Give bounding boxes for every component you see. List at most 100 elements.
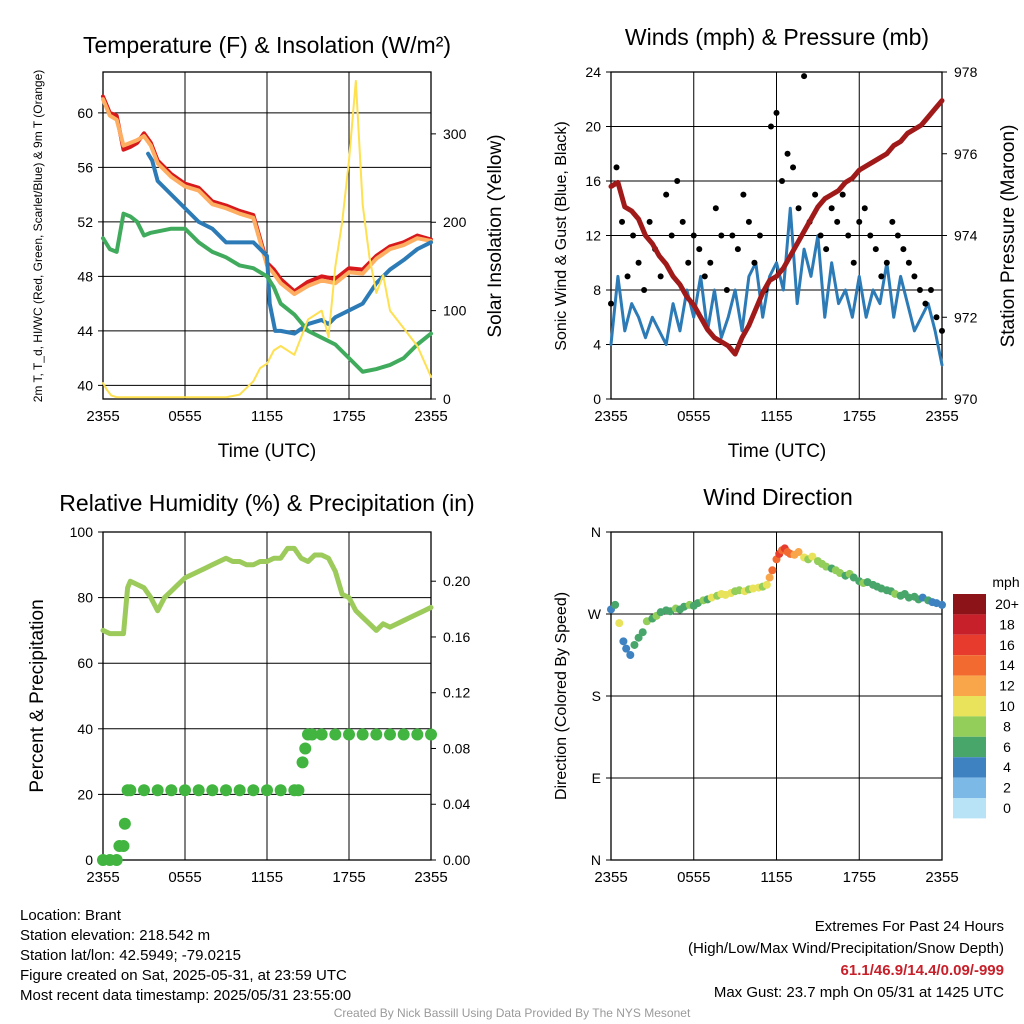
data-point-black (795, 205, 802, 212)
data-point-black (674, 178, 681, 184)
data-point-precip (165, 784, 178, 797)
y2-tick-label: 200 (443, 214, 467, 230)
extremes-title: Extremes For Past 24 Hours (814, 918, 1004, 935)
y2-tick-label: 0.16 (443, 629, 470, 645)
data-point-black (933, 314, 940, 321)
y-tick-label: W (588, 606, 602, 622)
data-point-black (624, 273, 631, 280)
x-tick-label: 2355 (925, 869, 958, 886)
x-tick-label: 0555 (168, 869, 201, 886)
y-tick-label: 20 (585, 119, 601, 135)
data-point-precip (425, 728, 437, 741)
series-line-rh (100, 545, 434, 637)
colorbar-swatch (953, 716, 986, 737)
y-tick-label: 80 (77, 590, 93, 606)
y-axis-title-percent: Percent & Precipitation (27, 599, 48, 792)
y2-tick-label: 0.00 (443, 852, 470, 868)
data-point-black (839, 191, 846, 198)
data-point-black (878, 273, 885, 280)
y2-tick-label: 972 (954, 309, 978, 325)
recent-timestamp: Most recent data timestamp: 2025/05/31 2… (20, 987, 352, 1004)
y2-tick-label: 970 (954, 391, 978, 407)
y-tick-label: 40 (77, 377, 93, 393)
data-point-black (845, 232, 852, 239)
colorbar-label: 12 (999, 678, 1015, 694)
chart-title-winds: Winds (mph) & Pressure (mb) (625, 24, 929, 50)
colorbar-swatch (953, 757, 986, 778)
y2-tick-label: 978 (954, 64, 978, 80)
data-point-black (889, 218, 896, 225)
data-point-black (883, 259, 890, 266)
direction-point (622, 644, 631, 653)
direction-point (615, 619, 624, 628)
x-tick-label: 1755 (332, 869, 365, 886)
data-point-black (718, 232, 725, 239)
y-tick-label: 12 (585, 228, 601, 244)
y-tick-label: 20 (77, 786, 93, 802)
data-point-black (767, 123, 774, 130)
x-tick-label: 2355 (925, 408, 958, 425)
data-point-black (657, 273, 664, 280)
y2-tick-label: 100 (443, 303, 467, 319)
y-axis-title-direction: Direction (Colored By Speed) (553, 592, 570, 800)
data-point-black (685, 259, 692, 266)
data-point-precip (299, 742, 312, 755)
y2-axis-title-insolation: Solar Insolation (Yellow) (485, 134, 506, 337)
panel-0 (98, 71, 436, 400)
direction-point (634, 633, 643, 642)
colorbar-title: mph (992, 574, 1019, 590)
series-line-red (101, 94, 433, 294)
plot-frame (610, 71, 943, 400)
colorbar-swatch (953, 594, 986, 615)
data-point-black (668, 232, 675, 239)
y-tick-label: 56 (77, 159, 93, 175)
direction-point (765, 573, 774, 582)
data-point-black (734, 246, 741, 253)
series-line-orange (101, 97, 433, 297)
series-line-maroon (608, 98, 945, 357)
y-tick-label: 4 (593, 337, 601, 353)
direction-point (808, 552, 817, 561)
data-point-black (939, 327, 945, 334)
data-point-precip (397, 728, 410, 741)
colorbar-label: 8 (1003, 718, 1011, 734)
x-tick-label: 1755 (332, 408, 365, 425)
colorbar-swatch (953, 736, 986, 758)
plot-frame (102, 71, 432, 400)
colorbar-label: 2 (1003, 780, 1011, 796)
data-point-black (608, 300, 614, 307)
chart-title-temperature: Temperature (F) & Insolation (W/m²) (83, 32, 451, 58)
y-tick-label: 0 (593, 391, 601, 407)
data-point-black (646, 218, 653, 225)
data-point-black (707, 259, 714, 266)
x-tick-label: 1755 (843, 869, 876, 886)
panel-2 (98, 531, 436, 861)
station-latlon: Station lat/lon: 42.5949; -79.0215 (20, 947, 242, 964)
y2-tick-label: 0.12 (443, 685, 470, 701)
direction-point (626, 651, 635, 659)
x-tick-label: 1155 (760, 408, 792, 425)
data-point-black (922, 300, 929, 307)
data-point-black (927, 287, 934, 293)
data-point-precip (411, 728, 424, 741)
colorbar-swatch (953, 614, 986, 635)
x-tick-label: 1155 (251, 869, 283, 886)
extremes-subtitle: (High/Low/Max Wind/Precipitation/Snow De… (688, 940, 1004, 957)
x-tick-label: 1155 (760, 869, 792, 886)
colorbar-swatch (953, 675, 986, 696)
y-tick-label: E (592, 770, 601, 786)
colorbar-label: 16 (999, 637, 1015, 653)
y2-tick-label: 0.20 (443, 573, 470, 589)
direction-point (638, 628, 647, 637)
direction-point (794, 548, 803, 557)
data-point-black (773, 109, 780, 116)
data-point-precip (356, 728, 369, 741)
x-tick-label: 2355 (414, 408, 447, 425)
y-tick-label: 0 (85, 852, 93, 868)
x-tick-label: 1155 (251, 408, 283, 425)
colorbar-swatch (953, 696, 986, 717)
colorbar-label: 18 (999, 616, 1015, 632)
data-point-black (690, 232, 697, 239)
data-point-precip (329, 728, 342, 741)
x-tick-label: 0555 (677, 408, 710, 425)
